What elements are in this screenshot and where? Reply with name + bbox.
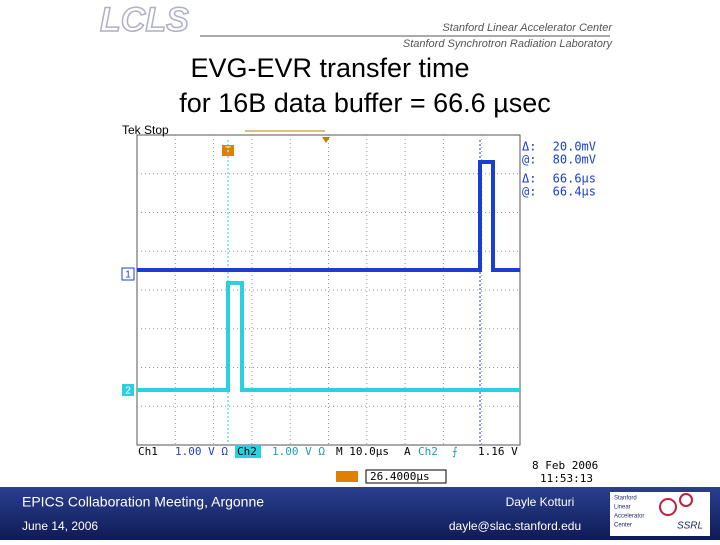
trigger-arrow: [322, 137, 330, 143]
scope-status: Tek Stop: [122, 123, 169, 137]
footer-logo-ring: [659, 498, 677, 516]
trigger-pos: 26.4000µs: [370, 470, 430, 483]
scope-date: 8 Feb 2006: [532, 459, 598, 472]
footer-band: [0, 487, 720, 540]
footer-logo-text: Stanford: [614, 496, 637, 502]
scope-label: Ch1: [138, 445, 158, 458]
oscilloscope: Tek Stop T 1 2 Δ: 20.0mV @: 80.0mV Δ: 66.6µs @…: [118, 123, 608, 485]
scope-label: M 10.0µs: [336, 445, 389, 458]
org-name: Stanford Linear Accelerator Center: [442, 22, 613, 34]
title: for 16B data buffer = 66.6 µsec: [179, 88, 551, 118]
ch2-box: [122, 384, 134, 396]
trigger-pos-box: [365, 469, 447, 484]
footer-logo-text: Center: [614, 523, 632, 529]
readout-label: @:: [522, 153, 536, 167]
footer-logo-text: Accelerator: [614, 514, 644, 520]
scope-time: 11:53:13: [540, 472, 593, 485]
scope-label: Ch2: [237, 445, 257, 458]
footer-email: dayle@slac.stanford.edu: [449, 519, 581, 533]
scope-screen: [118, 124, 608, 484]
footer-logo-ring: [679, 493, 693, 507]
org-name: Stanford Synchrotron Radiation Laborator…: [403, 38, 614, 50]
readout-label: Δ:: [522, 172, 536, 186]
trigger-pos-badge: [336, 471, 358, 482]
scope-label: ⨍: [452, 445, 458, 458]
scope-label: 1.00 V Ω: [175, 445, 228, 458]
ch2-trace: [137, 281, 520, 392]
scope-label: A: [404, 445, 411, 458]
trigger-box: [222, 145, 234, 156]
ch1-box: [121, 267, 135, 281]
ch2-marker: 2: [125, 386, 131, 397]
ch1-marker: 1: [125, 270, 131, 281]
scope-label: 1.16 V: [478, 445, 518, 458]
footer-logo-text: Linear: [614, 505, 631, 511]
readout-value: 66.6µs: [553, 172, 596, 186]
logo: LCLS: [100, 1, 189, 39]
readout-value: 66.4µs: [553, 185, 596, 199]
footer-meeting: EPICS Collaboration Meeting, Argonne: [22, 494, 264, 510]
ch1-trace: [137, 160, 520, 272]
ch2-badge: [235, 445, 261, 458]
trigger-marker: T: [225, 146, 231, 157]
scope-label: 1.00 V Ω: [272, 445, 325, 458]
footer-author: Dayle Kotturi: [506, 495, 575, 509]
readout-value: 20.0mV: [553, 140, 596, 154]
footer-date: June 14, 2006: [22, 519, 98, 533]
title: EVG-EVR transfer time: [190, 53, 469, 83]
readout-label: @:: [522, 185, 536, 199]
scope-label: Ch2: [418, 445, 438, 458]
readout-value: 80.0mV: [553, 153, 596, 167]
readout-label: Δ:: [522, 140, 536, 154]
footer-logo-box: [610, 492, 710, 536]
footer-ssrl: SSRL: [677, 521, 703, 532]
